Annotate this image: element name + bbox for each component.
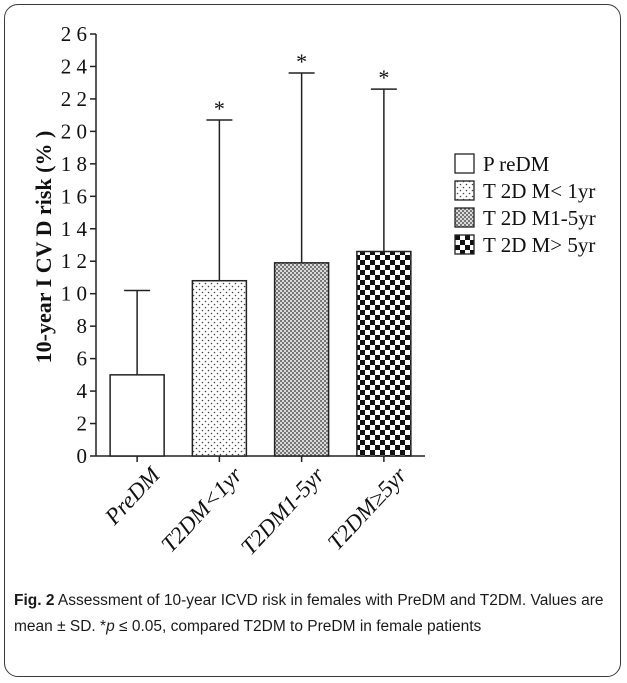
caption-text-end: ≤ 0.05, compared T2DM to PreDM in female… — [114, 618, 482, 635]
legend-swatch — [454, 234, 475, 255]
y-tick-label: 2 — [77, 412, 88, 436]
caption-label: Fig. 2 — [14, 592, 55, 609]
bars — [109, 250, 412, 457]
bar — [109, 374, 165, 457]
legend-swatch — [454, 153, 475, 174]
significance-marker: * — [296, 49, 307, 74]
y-tick-label: 4 — [77, 379, 88, 403]
bar — [273, 262, 330, 457]
legend-label: T 2D M< 1yr — [483, 179, 595, 203]
x-tick-label: T2DM≥5yr — [323, 462, 412, 555]
y-tick-label: 8 — [77, 314, 88, 338]
y-tick-label: 1 6 — [61, 184, 87, 208]
significance-marker: * — [378, 65, 389, 90]
legend-label: P reDM — [483, 152, 550, 176]
y-tick-label: 1 4 — [61, 217, 88, 241]
legend-swatch — [454, 180, 475, 201]
significance-marker: * — [214, 96, 225, 121]
y-tick-label: 1 8 — [61, 152, 87, 176]
y-tick-label: 1 2 — [61, 249, 87, 273]
legend: P reDM T 2D M< 1yr T 2D M1-5yr T 2D M> 5yr — [454, 152, 596, 257]
y-tick-label: 2 2 — [61, 87, 87, 111]
bar — [356, 250, 412, 457]
y-tick-label: 2 6 — [61, 22, 87, 46]
figure-caption: Fig. 2 Assessment of 10-year ICVD risk i… — [14, 588, 610, 640]
bar — [191, 279, 248, 457]
legend-label: T 2D M> 5yr — [483, 233, 595, 257]
legend-swatch — [454, 207, 475, 228]
axes: 0 2 4 6 8 1 0 1 2 1 4 1 6 1 8 2 0 2 2 2 4 2 6 — [61, 22, 425, 468]
caption-text: Assessment of 10-year ICVD risk in femal… — [14, 592, 604, 635]
y-tick-label: 2 0 — [61, 119, 87, 143]
legend-label: T 2D M1-5yr — [483, 206, 596, 230]
y-tick-label: 2 4 — [61, 54, 88, 78]
x-tick-label: T2DM1-5yr — [236, 462, 330, 560]
x-tick-label: T2DM<1yr — [156, 462, 247, 558]
x-tick-label: PreDM — [99, 461, 166, 530]
y-axis-label: 10-year I CV D risk (% ) — [31, 131, 56, 364]
bar-chart: 0 2 4 6 8 1 0 1 2 1 4 1 6 1 8 2 0 2 2 2 4 2 6 * * * Pre… — [31, 22, 596, 560]
y-tick-label: 6 — [77, 347, 88, 371]
caption-p-symbol: p — [106, 618, 115, 635]
error-bars: * * * — [124, 49, 397, 375]
y-tick-label: 1 0 — [61, 282, 87, 306]
y-tick-label: 0 — [77, 444, 88, 468]
